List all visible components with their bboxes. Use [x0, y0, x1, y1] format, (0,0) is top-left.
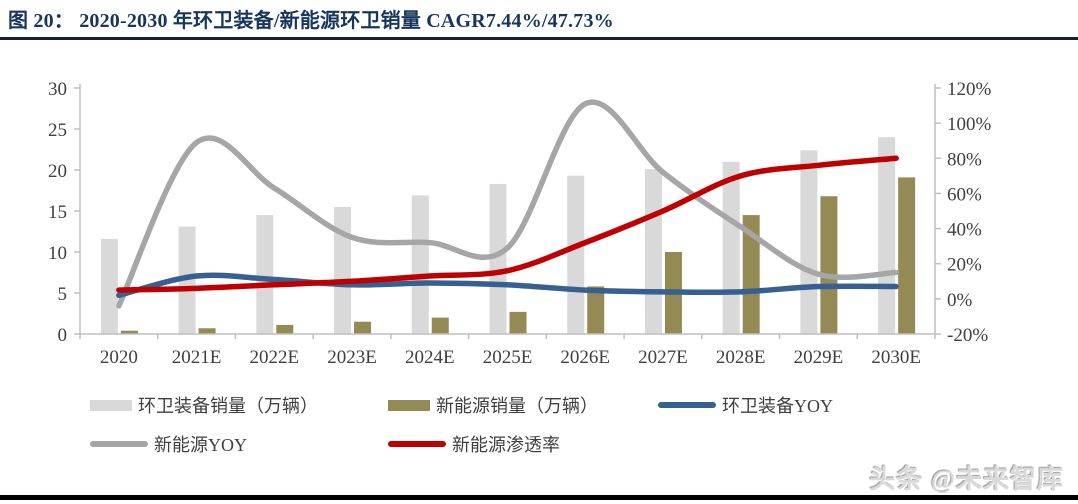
legend-item-new-energy-yoy: 新能源YOY [90, 433, 247, 455]
legend-item-sanitation-yoy: 环卫装备YOY [658, 394, 833, 416]
right-axis-tick-label: 0% [947, 290, 973, 311]
right-axis-tick-label: -20% [947, 325, 988, 346]
x-axis-category-label: 2025E [483, 347, 533, 368]
x-axis-category-label: 2022E [250, 347, 300, 368]
axis-labels: 0 5 10 15 20 25 30 -20% 0% 20% 40% 60% 80% 100% 120% 20… [48, 79, 992, 368]
figure-title: 图 20： 2020-2030 年环卫装备/新能源环卫销量 CAGR7.44%/… [8, 10, 614, 32]
legend-swatch-bar-gray [90, 399, 132, 411]
left-axis-tick-label: 10 [48, 243, 67, 264]
bar [800, 150, 818, 334]
bar [820, 196, 838, 334]
left-axis-tick-label: 25 [48, 120, 67, 141]
bar-series [100, 137, 916, 334]
right-axis-tick-label: 120% [947, 79, 992, 100]
left-axis-tick-label: 0 [58, 325, 68, 346]
left-axis-tick-label: 20 [48, 161, 67, 182]
x-axis-category-label: 2029E [794, 347, 844, 368]
legend-label: 新能源销量（万辆） [436, 396, 598, 416]
axes [74, 84, 941, 339]
bar [878, 137, 896, 334]
bottom-divider [0, 495, 1078, 500]
watermark: 头条 @未来智库 [869, 465, 1064, 494]
bar-series-1 [120, 177, 916, 334]
line-环卫装备YOY [116, 272, 899, 299]
bar [178, 226, 196, 334]
bar [509, 311, 527, 334]
bar [644, 169, 662, 334]
x-axis-category-label: 2024E [405, 347, 455, 368]
bar [489, 183, 507, 334]
legend-swatch-line-gray [90, 441, 148, 447]
legend-item-new-energy-sales: 新能源销量（万辆） [388, 394, 598, 416]
legend-label: 新能源渗透率 [452, 435, 560, 455]
bar [587, 286, 605, 334]
bar [334, 206, 352, 334]
x-axis-category-label: 2023E [327, 347, 377, 368]
bar [256, 215, 274, 334]
line-新能源渗透率 [116, 155, 899, 293]
legend-label: 新能源YOY [154, 435, 247, 455]
bar [100, 238, 118, 334]
bar [411, 195, 429, 334]
legend-label: 环卫装备YOY [722, 396, 833, 416]
right-axis-tick-label: 80% [947, 149, 982, 170]
x-axis-category-label: 2030E [871, 347, 921, 368]
bar [354, 321, 372, 334]
legend-label: 环卫装备销量（万辆） [138, 396, 318, 416]
x-axis-category-label: 2027E [638, 347, 688, 368]
left-axis-tick-label: 5 [58, 284, 68, 305]
bar [567, 175, 585, 334]
title-divider [0, 37, 1078, 40]
bar [722, 161, 740, 334]
left-axis-tick-label: 15 [48, 202, 67, 223]
x-axis-category-label: 2028E [716, 347, 766, 368]
x-axis-category-label: 2020 [100, 347, 138, 368]
right-axis-tick-label: 100% [947, 114, 992, 135]
bar [276, 324, 294, 334]
bar [898, 177, 916, 334]
legend-swatch-bar-olive [388, 399, 430, 411]
bar [431, 317, 449, 334]
right-axis-tick-label: 20% [947, 255, 982, 276]
line-新能源YOY [116, 99, 899, 309]
left-axis-tick-label: 30 [48, 79, 67, 100]
legend-item-sanitation-sales: 环卫装备销量（万辆） [90, 394, 318, 416]
right-axis-tick-label: 40% [947, 220, 982, 241]
bar [742, 215, 760, 334]
legend-item-penetration: 新能源渗透率 [388, 433, 560, 455]
bar [198, 328, 216, 334]
legend-swatch-line-red [388, 441, 446, 447]
legend-swatch-line-blue [658, 402, 716, 408]
x-axis-category-label: 2026E [560, 347, 610, 368]
x-axis-category-label: 2021E [172, 347, 222, 368]
right-axis-tick-label: 60% [947, 184, 982, 205]
bar [120, 330, 138, 334]
